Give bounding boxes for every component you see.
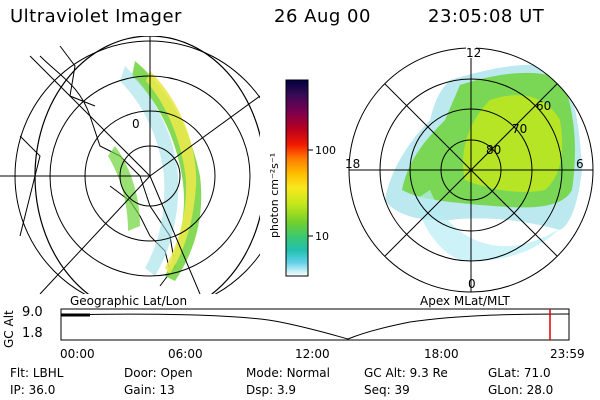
mlt-label-0: 0 bbox=[468, 277, 476, 291]
timeline-ytick-1-8: 1.8 bbox=[22, 326, 43, 341]
mlt-label-12: 12 bbox=[466, 46, 481, 60]
mlt-label-6: 6 bbox=[576, 157, 584, 171]
timeline-xtick-0600: 06:00 bbox=[168, 347, 203, 361]
mlat-label-60: 60 bbox=[536, 99, 551, 113]
status-ip: IP: 36.0 bbox=[10, 383, 56, 397]
polar-panel-label: Apex MLat/MLT bbox=[420, 294, 510, 308]
status-flt: Flt: LBHL bbox=[10, 366, 64, 380]
mlat-label-70: 70 bbox=[512, 122, 527, 136]
mlat-label-80: 80 bbox=[486, 143, 501, 157]
status-seq: Seq: 39 bbox=[364, 383, 410, 397]
geographic-panel-label: Geographic Lat/Lon bbox=[70, 294, 188, 308]
time-label: 23:05:08 UT bbox=[428, 6, 545, 27]
status-gc-alt: GC Alt: 9.3 Re bbox=[364, 366, 448, 380]
date-label: 26 Aug 00 bbox=[274, 6, 371, 27]
status-glat: GLat: 71.0 bbox=[488, 366, 551, 380]
colorbar-unit-label: photon cm⁻²s⁻¹ bbox=[270, 153, 281, 238]
status-gain: Gain: 13 bbox=[124, 383, 175, 397]
altitude-curve bbox=[60, 313, 570, 340]
timeline-axis-label: GC Alt bbox=[2, 310, 16, 348]
timeline-xtick-2359: 23:59 bbox=[550, 347, 585, 361]
app-title: Ultraviolet Imager bbox=[10, 6, 182, 27]
polar-plot: 12 18 6 0 60 70 80 bbox=[345, 46, 594, 293]
colorbar-tick-100: 100 bbox=[315, 144, 336, 157]
geographic-map: 0 bbox=[0, 36, 260, 294]
colorbar-tick-10: 10 bbox=[315, 230, 329, 243]
timeline-xtick-1200: 12:00 bbox=[295, 347, 330, 361]
status-dsp: Dsp: 3.9 bbox=[246, 383, 297, 397]
timeline-ytick-9: 9.0 bbox=[22, 305, 43, 320]
timeline-xtick-0000: 00:00 bbox=[60, 347, 95, 361]
mlt-label-18: 18 bbox=[345, 157, 360, 171]
grid-label-zero: 0 bbox=[132, 117, 140, 131]
status-door: Door: Open bbox=[124, 366, 193, 380]
colorbar: 100 10 photon cm⁻²s⁻¹ bbox=[270, 79, 336, 277]
status-mode: Mode: Normal bbox=[246, 366, 330, 380]
status-glon: GLon: 28.0 bbox=[488, 383, 554, 397]
altitude-timeline bbox=[60, 308, 570, 341]
timeline-xtick-1800: 18:00 bbox=[424, 347, 459, 361]
